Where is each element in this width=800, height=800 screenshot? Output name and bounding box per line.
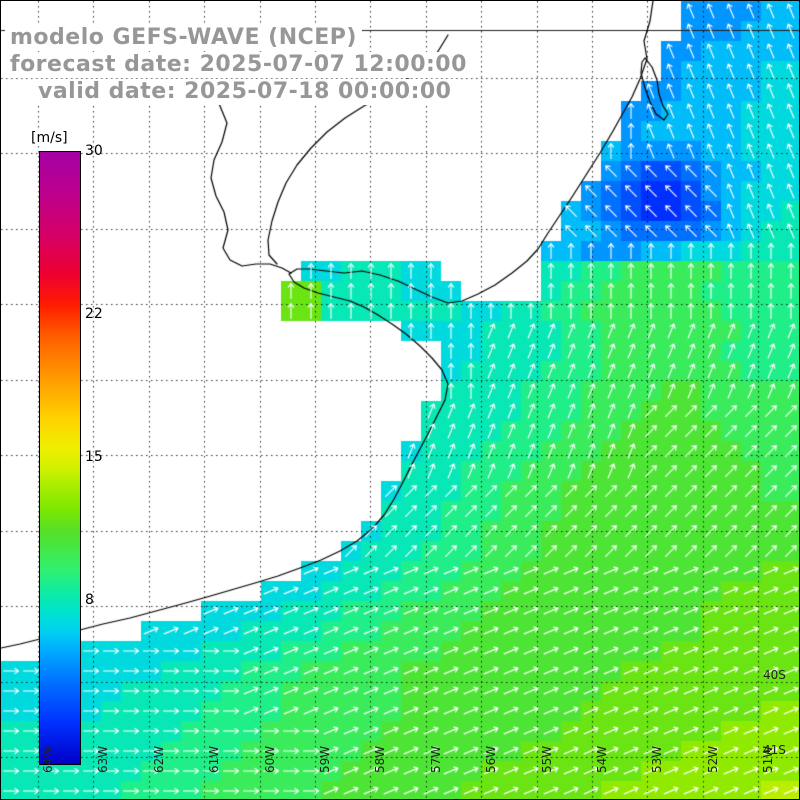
longitude-label: 61W	[207, 745, 221, 773]
longitude-label: 62W	[152, 745, 166, 773]
colorbar-unit-label: [m/s]	[28, 130, 71, 146]
valid-date: valid date: 2025-07-18 00:00:00	[33, 79, 457, 105]
longitude-label: 53W	[650, 745, 664, 773]
forecast-date: forecast date: 2025-07-07 12:00:00	[5, 52, 472, 78]
colorbar-tick-label: 8	[85, 591, 94, 608]
longitude-label: 63W	[96, 745, 110, 773]
colorbar	[39, 151, 81, 765]
longitude-label: 52W	[706, 745, 720, 773]
colorbar-tick-label: 22	[85, 306, 103, 323]
colorbar-tick-label: 30	[85, 143, 103, 159]
longitude-label: 59W	[318, 745, 332, 773]
longitude-label: 57W	[429, 745, 443, 773]
longitude-label: 55W	[540, 745, 554, 773]
latitude-label: 41S	[763, 743, 786, 757]
longitude-label: 54W	[595, 745, 609, 773]
colorbar-tick-label: 15	[85, 449, 103, 465]
latitude-label: 40S	[763, 668, 786, 682]
longitude-label: 60W	[263, 745, 277, 773]
model-title: modelo GEFS-WAVE (NCEP)	[5, 25, 362, 51]
longitude-label: 56W	[484, 745, 498, 773]
longitude-label: 64W	[41, 745, 55, 773]
longitude-label: 58W	[373, 745, 387, 773]
